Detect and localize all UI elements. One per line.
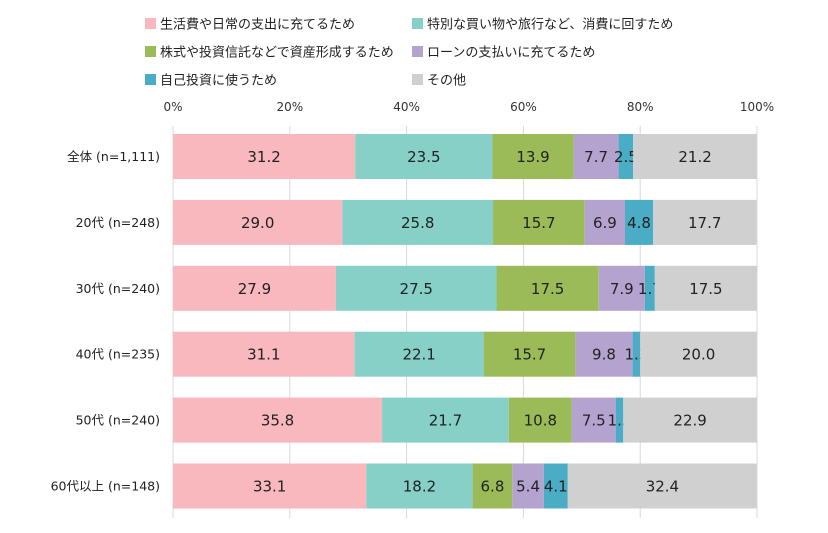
data-label-r5-s1: 35.8 <box>261 412 294 430</box>
data-label-r4-s1: 31.1 <box>247 346 280 364</box>
data-label-r6-s4: 5.4 <box>516 478 540 496</box>
bar-segment-r6-s3 <box>472 463 513 509</box>
x-axis-ticks: 0% 20% 40% 60% 80% 100% <box>163 100 774 114</box>
bar-segment-r1-s2 <box>355 134 493 179</box>
data-label-r1-s2: 23.5 <box>407 148 440 166</box>
data-label-r5-s2: 21.7 <box>429 412 462 430</box>
bar-segment-r6-s4 <box>512 463 544 509</box>
bar-segment-r6-s2 <box>366 463 473 509</box>
data-label-r3-s3: 17.5 <box>531 280 564 298</box>
legend-swatch-3 <box>145 46 156 57</box>
bar-segment-r2-s5 <box>625 199 654 245</box>
legend-swatch-6 <box>412 74 423 85</box>
bar-segment-r2-s2 <box>342 199 494 245</box>
data-label-r6-s3: 6.8 <box>481 478 505 496</box>
chart-bars: 31.2 23.5 13.9 7.7 2.5 21.2 29.0 25.8 15.7 6.9 4.8… <box>173 134 757 509</box>
data-label-r1-s1: 31.2 <box>247 148 280 166</box>
bar-segment-r3-s1 <box>173 265 336 311</box>
bar-segment-r2-s3 <box>493 199 585 245</box>
x-tick-label-2: 40% <box>393 100 420 114</box>
data-label-r4-s3: 15.7 <box>513 346 546 364</box>
bar-segment-r5-s3 <box>508 397 572 443</box>
data-label-r1-s5: 2.5 <box>614 148 638 166</box>
bar-segment-r4-s2 <box>354 331 484 377</box>
data-label-r3-s1: 27.9 <box>238 280 271 298</box>
bar-segment-r5-s6 <box>623 397 757 443</box>
category-label-5: 50代 (n=240) <box>76 413 160 428</box>
x-tick-label-3: 60% <box>510 100 537 114</box>
data-label-r6-s5: 4.1 <box>544 478 568 496</box>
bar-segment-r1-s1 <box>173 134 356 179</box>
bar-segment-r2-s1 <box>173 199 343 245</box>
legend-swatch-5 <box>145 74 156 85</box>
legend-swatch-2 <box>412 18 423 29</box>
bar-segment-r6-s6 <box>567 463 757 509</box>
bar-segment-r5-s2 <box>382 397 509 443</box>
data-label-r1-s6: 21.2 <box>678 148 711 166</box>
bar-segment-r4-s3 <box>483 331 576 377</box>
data-label-r5-s3: 10.8 <box>524 412 557 430</box>
data-label-r2-s6: 17.7 <box>688 214 721 232</box>
legend-swatch-4 <box>412 46 423 57</box>
chart-legend: 生活費や日常の支出に充てるため 特別な買い物や旅行など、消費に回すため株式や投資信… <box>145 17 673 89</box>
data-label-r2-s4: 6.9 <box>593 214 617 232</box>
legend-label-4: ローンの支払いに充てるため <box>427 45 595 61</box>
bar-segment-r5-s4 <box>571 397 616 443</box>
bar-segment-r5-s1 <box>173 397 383 443</box>
bar-segment-r6-s1 <box>173 463 367 509</box>
category-label-6: 60代以上 (n=148) <box>51 479 160 494</box>
category-label-2: 20代 (n=248) <box>76 215 160 230</box>
legend-label-3: 株式や投資信託などで資産形成するため <box>160 45 394 61</box>
data-label-r5-s6: 22.9 <box>673 412 706 430</box>
data-label-r2-s1: 29.0 <box>241 214 274 232</box>
bar-segment-r6-s5 <box>543 463 568 509</box>
data-label-r5-s4: 7.5 <box>582 412 606 430</box>
data-label-r2-s2: 25.8 <box>401 214 434 232</box>
bar-segment-r2-s6 <box>653 199 757 245</box>
bar-segment-r1-s6 <box>633 134 757 179</box>
bar-segment-r3-s4 <box>598 265 645 311</box>
data-label-r6-s2: 18.2 <box>403 478 436 496</box>
bar-segment-r3-s6 <box>654 265 757 311</box>
bar-segment-r1-s4 <box>573 134 619 179</box>
bar-segment-r3-s5 <box>644 265 655 311</box>
legend-label-1: 生活費や日常の支出に充てるため <box>160 17 355 33</box>
data-label-r4-s2: 22.1 <box>402 346 435 364</box>
category-label-1: 全体 (n=1,111) <box>67 149 160 164</box>
data-label-r2-s3: 15.7 <box>522 214 555 232</box>
legend-label-6: その他 <box>427 74 466 89</box>
bar-segment-r4-s1 <box>173 331 355 377</box>
legend-label-2: 特別な買い物や旅行など、消費に回すため <box>427 18 673 33</box>
data-label-r1-s4: 7.7 <box>584 148 608 166</box>
data-label-r6-s6: 32.4 <box>646 478 679 496</box>
bar-segment-r3-s3 <box>496 265 599 311</box>
data-label-r3-s4: 7.9 <box>610 280 634 298</box>
bar-segment-r3-s2 <box>335 265 497 311</box>
legend-label-5: 自己投資に使うため <box>160 73 277 89</box>
data-label-r3-s6: 17.5 <box>689 280 722 298</box>
bar-segment-r4-s6 <box>640 331 757 377</box>
bar-segment-r4-s5 <box>632 331 641 377</box>
bar-segment-r5-s5 <box>615 397 624 443</box>
bar-segment-r2-s4 <box>584 199 626 245</box>
data-label-r3-s2: 27.5 <box>400 280 433 298</box>
x-tick-label-5: 100% <box>740 100 774 114</box>
bar-segment-r4-s4 <box>575 331 633 377</box>
x-tick-label-1: 20% <box>276 100 303 114</box>
category-label-4: 40代 (n=235) <box>76 347 160 362</box>
data-label-r1-s3: 13.9 <box>516 148 549 166</box>
data-label-r4-s4: 9.8 <box>592 346 616 364</box>
category-labels: 全体 (n=1,111) 20代 (n=248) 30代 (n=240) 40代 (n… <box>51 149 160 494</box>
legend-swatch-1 <box>145 18 156 29</box>
data-label-r4-s6: 20.0 <box>682 346 715 364</box>
data-label-r2-s5: 4.8 <box>627 214 651 232</box>
bar-segment-r1-s3 <box>492 134 574 179</box>
x-tick-label-0: 0% <box>163 100 182 114</box>
bar-segment-r1-s5 <box>618 134 634 179</box>
chart-gridlines <box>172 126 758 518</box>
category-label-3: 30代 (n=240) <box>76 281 160 296</box>
x-tick-label-4: 80% <box>627 100 654 114</box>
data-label-r6-s1: 33.1 <box>253 478 286 496</box>
